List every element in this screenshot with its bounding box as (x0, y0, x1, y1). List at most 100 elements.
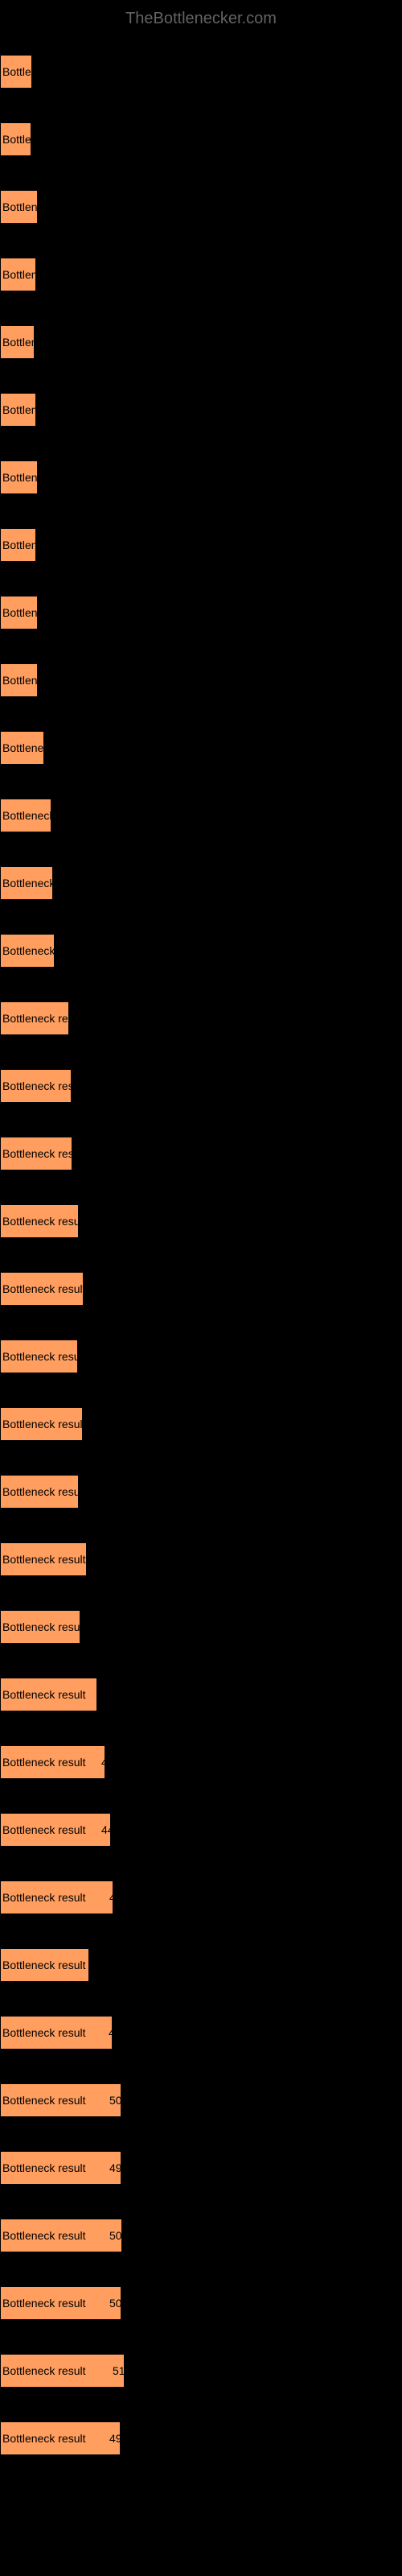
bar: Bottleneck (0, 460, 38, 494)
bar-label: Bottleneck result (1, 2364, 86, 2377)
bar-label: Bottleneck result (1, 1823, 86, 1836)
bar-row: Bottleneck (0, 237, 402, 305)
bar-row: Bottleneck result (0, 1522, 402, 1590)
bar: Bottleneck r (0, 799, 51, 832)
bar-row: Bottleneck result (0, 1928, 402, 1996)
bar-row: Bottleneck (0, 373, 402, 440)
bar-value-label: 4 (101, 1756, 108, 1769)
bar: Bottleneck result (0, 1678, 97, 1711)
bar-label: Bottleneck result (1, 2432, 86, 2445)
bar-row: Bottleneck result44 (0, 1793, 402, 1860)
bar: Bottleneck result (0, 2421, 121, 2455)
bar: Bottleneck result (0, 1069, 72, 1103)
bar-label: Bottleneck result (1, 1485, 79, 1498)
bar: Bottleneck result (0, 1880, 113, 1914)
bar-label: Bottleneck re (1, 944, 55, 957)
bar-row: Bottleneck (0, 305, 402, 373)
bar: Bottleneck re (0, 934, 55, 968)
bar: Bottleneck (0, 190, 38, 224)
bar: Bottleneck (0, 55, 32, 89)
bar-row: Bottleneck result (0, 1319, 402, 1387)
bar-label: Bottleneck (1, 65, 32, 78)
bar-label: Bottleneck result (1, 1147, 72, 1160)
bar: Bottleneck result (0, 1745, 105, 1779)
bar-label: Bottleneck result (1, 1012, 69, 1025)
bar-label: Bottleneck result (1, 2094, 86, 2107)
bar-value-label: 4 (109, 2026, 115, 2039)
bar-label: Bottleneck result (1, 1891, 86, 1904)
bar-label: Bottleneck (1, 268, 36, 281)
bar-row: Bottleneck (0, 508, 402, 576)
bar: Bottleneck result (0, 1475, 79, 1509)
bar-value-label: 50 (109, 2297, 122, 2310)
bar: Bottleneck r (0, 866, 53, 900)
bar: Bottleneck result (0, 2083, 121, 2117)
bar-row: Bottleneck result (0, 1387, 402, 1455)
bar-label: Bottleneck (1, 674, 38, 687)
bar-row: Bottleneck (0, 643, 402, 711)
bar-row: Bottleneck result (0, 1117, 402, 1184)
bar-row: Bottleneck result 50 (0, 2063, 402, 2131)
bar-label: Bottleneck (1, 200, 38, 213)
bar-label: Bottleneck result (1, 1756, 86, 1769)
bar-value-label: 50 (109, 2094, 122, 2107)
bar-row: Bottleneck result49 (0, 2401, 402, 2469)
bar: Bottleneck (0, 325, 35, 359)
bar-row: Bottleneck result 50 (0, 2198, 402, 2266)
bar: Bottleneck (0, 122, 31, 156)
bar: Bottleneck result (0, 1407, 83, 1441)
bar: Bottleneck result (0, 1272, 84, 1306)
bar: Bottleneck result (0, 1610, 80, 1644)
header: TheBottlenecker.com (0, 0, 402, 35)
bar: Bottleneck result (0, 2016, 113, 2050)
bar-label: Bottleneck (1, 133, 31, 146)
bar-row: Bottleneck result50 (0, 2266, 402, 2334)
bar-row: Bottleneck (0, 102, 402, 170)
bar-row: Bottleneck (0, 440, 402, 508)
bar: Bottleneck result (0, 1001, 69, 1035)
bar-label: Bottleneck result (1, 1959, 86, 1971)
bar-row: Bottleneck (0, 170, 402, 237)
bar-value-label: 49 (109, 2161, 122, 2174)
bar-label: Bottleneck result (1, 1620, 80, 1633)
bar-row: Bottleneck result (0, 1455, 402, 1522)
bar-row: Bottleneck result 4 (0, 1860, 402, 1928)
bar-label: Bottleneck result (1, 1282, 84, 1295)
bar-label: Bottleneck result (1, 1418, 83, 1430)
bar-row: Bottleneck result4 (0, 1996, 402, 2063)
bar-row: Bottleneck result (0, 1657, 402, 1725)
bar-value-label: 50 (109, 2229, 122, 2242)
bar-label: Bottleneck result (1, 1553, 86, 1566)
bar: Bottleneck result (0, 2151, 121, 2185)
bar-row: Bottleneck result 51 (0, 2334, 402, 2401)
bar-label: Bottleneck r (1, 877, 53, 890)
bar-value-label: 51 (113, 2364, 125, 2377)
bar: Bottleneck (0, 663, 38, 697)
bar-row: Bottleneck result (0, 1252, 402, 1319)
bar-row: Bottleneck (0, 576, 402, 643)
bar-row: Bottleneck re (0, 914, 402, 981)
bar-label: Bottleneck result (1, 1215, 79, 1228)
bar: Bottleneck result (0, 1137, 72, 1170)
bar-label: Bottleneck result (1, 1350, 78, 1363)
bar-label: Bottleneck (1, 471, 38, 484)
bar-label: Bottleneck result (1, 1080, 72, 1092)
bar: Bottleneck result (0, 1542, 87, 1576)
bar-label: Bottleneck result (1, 2229, 86, 2242)
page-title: TheBottlenecker.com (125, 10, 277, 27)
bar-label: Bottleneck (1, 741, 44, 754)
bar-row: Bottleneck result 49 (0, 2131, 402, 2198)
bar-row: Bottleneck result (0, 1590, 402, 1657)
bar: Bottleneck (0, 596, 38, 630)
bar-value-label: 4 (109, 1891, 116, 1904)
bar: Bottleneck result (0, 1204, 79, 1238)
bottleneck-bar-chart: Bottleneck Bottleneck Bottleneck Bottleneck… (0, 35, 402, 2469)
bar-row: Bottleneck r (0, 778, 402, 846)
bar-label: Bottleneck result (1, 2161, 86, 2174)
bar: Bottleneck result (0, 1948, 89, 1982)
bar-label: Bottleneck result (1, 1688, 86, 1701)
bar-label: Bottleneck r (1, 809, 51, 822)
bar-label: Bottleneck (1, 403, 36, 416)
bar: Bottleneck result (0, 1340, 78, 1373)
bar: Bottleneck result (0, 2286, 121, 2320)
